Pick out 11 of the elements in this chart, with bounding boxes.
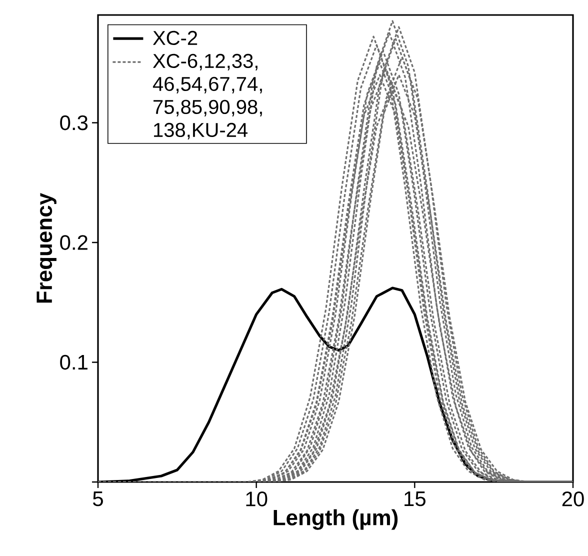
y-tick-label: 0.2 <box>60 235 88 250</box>
legend-label: XC-2 <box>152 30 198 46</box>
x-axis-title: Length (µm) <box>274 509 398 530</box>
x-tick-label: 10 <box>246 492 268 506</box>
y-axis-title: Frequency <box>36 192 56 303</box>
x-tick-label: 15 <box>404 492 426 506</box>
y-tick-label: 0.3 <box>60 115 88 130</box>
x-tick-label: 5 <box>93 492 103 506</box>
y-tick-label: 0.1 <box>60 354 88 370</box>
legend-label: XC-6,12,33, 46,54,67,74, 75,85,90,98, 138,KU-24 <box>152 54 262 140</box>
x-tick-label: 20 <box>562 492 584 506</box>
